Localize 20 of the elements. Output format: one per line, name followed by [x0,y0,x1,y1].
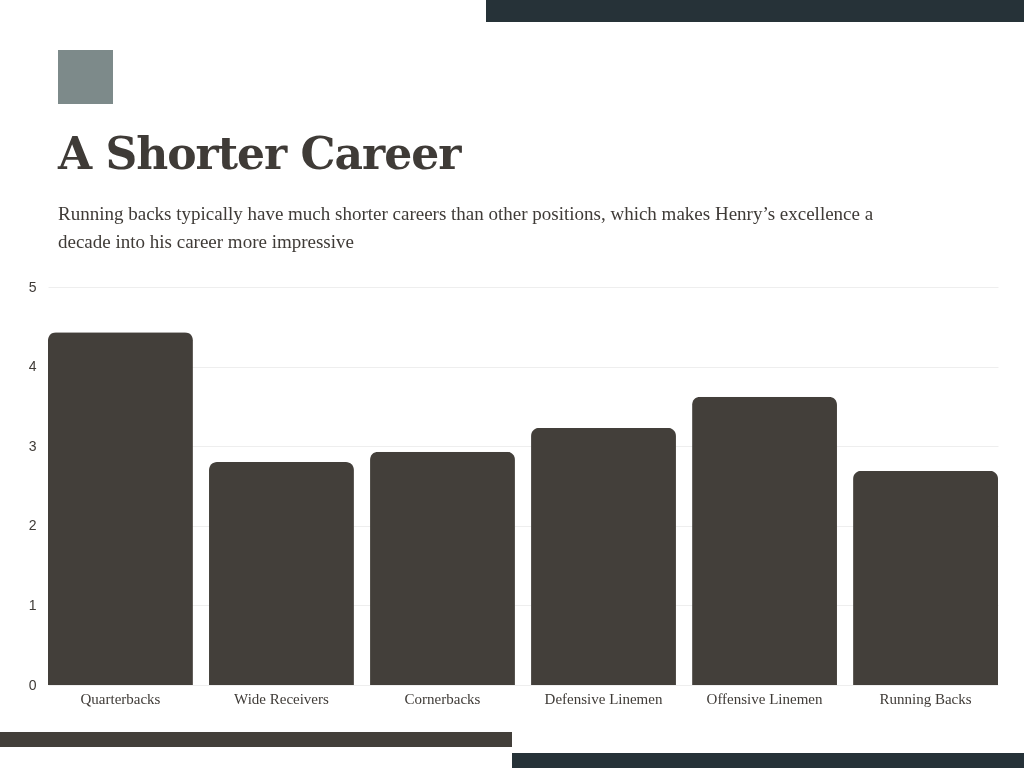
x-tick-label: Quarterbacks [80,690,161,707]
x-tick-label: Defensive Linemen [544,690,663,707]
x-tick-label: Cornerbacks [404,690,481,707]
y-tick-label: 0 [28,676,37,693]
bar [531,427,676,685]
y-tick-label: 2 [28,517,37,534]
x-tick-label: Wide Receivers [234,690,330,707]
y-tick-label: 3 [28,437,37,454]
bar [692,396,837,685]
chart-subtitle: Running backs typically have much shorter careers than other positions, which makes Henry’s excellence a decade into his career more impressive [58,202,875,254]
x-tick-label: Offensive Linemen [706,690,823,707]
y-tick-label: 4 [28,358,37,375]
chart-title: A Shorter Career [58,128,461,179]
bar [370,451,515,685]
y-tick-label: 5 [28,278,37,295]
bar [209,462,354,685]
y-tick-label: 1 [28,596,37,613]
bar [853,470,998,685]
x-tick-label: Running Backs [879,690,972,707]
bar [48,332,193,685]
